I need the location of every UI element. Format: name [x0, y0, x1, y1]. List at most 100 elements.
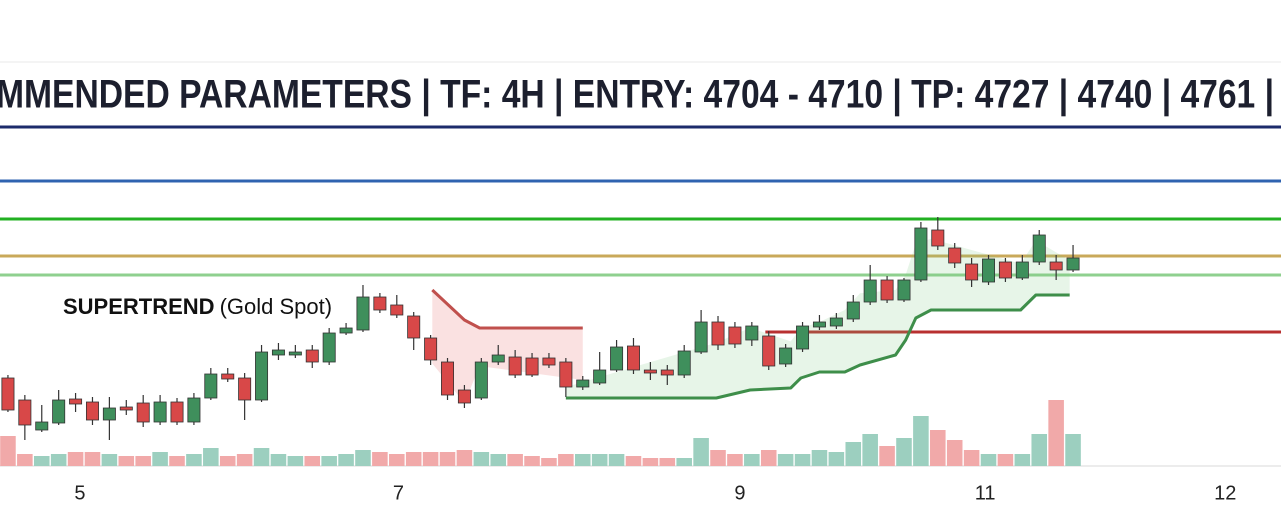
- candle-body: [85, 401, 99, 421]
- candle-body: [812, 321, 826, 328]
- x-tick-label: 9: [734, 482, 745, 504]
- volume-bar: [794, 454, 811, 466]
- volume-bar: [625, 456, 642, 466]
- volume-bar: [389, 454, 405, 466]
- supertrend-fill: [432, 290, 583, 403]
- volume-bar: [558, 454, 574, 466]
- volume-bar: [203, 448, 219, 466]
- volume-bar: [693, 438, 709, 466]
- volume-bar: [50, 454, 67, 466]
- x-tick-label: 11: [975, 482, 996, 504]
- x-tick-label: 7: [393, 482, 404, 504]
- candle-body: [1032, 234, 1046, 263]
- volume-bar: [744, 454, 760, 466]
- candle-body: [1015, 261, 1029, 279]
- volume-bar: [321, 456, 337, 466]
- volume-bar: [608, 454, 625, 466]
- volume-bar: [828, 452, 845, 466]
- volume-bar: [0, 436, 16, 466]
- candle-body: [593, 369, 607, 384]
- candle-body: [542, 357, 556, 366]
- candle-body: [238, 377, 252, 401]
- candle-body: [271, 349, 285, 356]
- candle-body: [52, 399, 66, 424]
- candle-body: [390, 304, 404, 316]
- candle-body: [948, 247, 962, 264]
- volume-bar: [710, 450, 726, 466]
- volume-bar: [1031, 434, 1048, 466]
- candle-body: [1066, 257, 1080, 271]
- candle-body: [779, 347, 793, 365]
- candle-body: [965, 263, 979, 281]
- candle-body: [660, 369, 674, 376]
- annotation-bold: SUPERTREND: [63, 294, 215, 319]
- annotation-text: (Gold Spot): [220, 294, 333, 319]
- candle-body: [119, 406, 133, 411]
- volume-bar: [676, 458, 692, 466]
- volume-bar: [490, 454, 507, 466]
- volume-bar: [1065, 434, 1081, 466]
- volume-bar: [727, 454, 743, 466]
- candle-body: [457, 389, 471, 404]
- fills: [432, 238, 1070, 403]
- candle-body: [880, 279, 894, 301]
- volume-bar: [760, 450, 777, 466]
- volume-bar: [304, 456, 321, 466]
- volume-bar: [84, 452, 101, 466]
- volume-bar: [811, 450, 828, 466]
- candle-body: [339, 327, 353, 334]
- candle-body: [322, 332, 336, 363]
- x-tick-label: 12: [1214, 482, 1236, 504]
- candle-body: [441, 361, 454, 396]
- volume-bar: [236, 454, 253, 466]
- candle-body: [407, 315, 421, 339]
- candle-body: [69, 398, 83, 405]
- volume-bar: [913, 416, 929, 466]
- volume-bar: [777, 454, 794, 466]
- volume-bar: [287, 456, 304, 466]
- candle-body: [373, 296, 387, 311]
- volume-bar: [879, 446, 895, 466]
- volume-bar: [524, 456, 540, 466]
- volume-bar: [169, 456, 185, 466]
- candle-body: [711, 321, 725, 346]
- volume-bar: [355, 450, 371, 466]
- x-axis: 5 7 9 11 12: [74, 482, 1236, 504]
- candle-body: [982, 258, 996, 283]
- volume-bar: [946, 440, 963, 466]
- volume-bar: [862, 434, 878, 466]
- volume-bar: [253, 448, 270, 466]
- candle-body: [829, 317, 843, 327]
- header-title: MMENDED PARAMETERS | TF: 4H | ENTRY: 470…: [0, 73, 1274, 117]
- volume-bar: [33, 456, 50, 466]
- x-tick-label: 5: [74, 482, 85, 504]
- volume-bar: [439, 452, 456, 466]
- candle-body: [305, 349, 319, 363]
- candle-body: [1049, 261, 1063, 271]
- candle-body: [998, 261, 1012, 279]
- volume-bar: [507, 454, 523, 466]
- volume-bar: [980, 454, 997, 466]
- candle-body: [170, 401, 184, 423]
- volume-bar: [67, 452, 84, 466]
- volume-bar: [963, 450, 980, 466]
- volume-bar: [17, 454, 33, 466]
- volume-bar: [101, 454, 118, 466]
- candle-body: [153, 401, 167, 423]
- volume-bar: [186, 454, 202, 466]
- volume-bar: [422, 452, 439, 466]
- candle-body: [897, 279, 911, 301]
- volume-bar: [642, 458, 659, 466]
- volume-bar: [219, 456, 236, 466]
- candle-body: [677, 350, 691, 376]
- levels: [0, 179, 1281, 334]
- candle-body: [508, 356, 522, 376]
- volume-bar: [473, 452, 490, 466]
- volume-bar: [118, 456, 135, 466]
- volume-bar: [541, 458, 557, 466]
- volume-bar: [270, 454, 287, 466]
- candle-body: [18, 399, 32, 426]
- volume-bar: [591, 454, 608, 466]
- candle-body: [187, 397, 201, 423]
